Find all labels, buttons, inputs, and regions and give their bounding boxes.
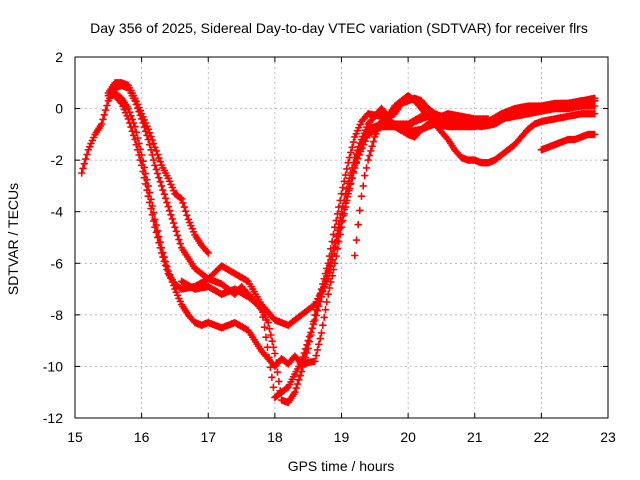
- series-track-8: [537, 130, 599, 154]
- y-axis-label: SDTVAR / TECUs: [5, 183, 21, 295]
- x-tick-label: 18: [267, 429, 283, 445]
- y-tick-label: -12: [43, 410, 63, 426]
- y-tick-label: -4: [51, 204, 64, 220]
- y-tick-label: -10: [43, 358, 63, 374]
- series-markers: [177, 102, 599, 402]
- x-tick-label: 22: [534, 429, 550, 445]
- x-tick-label: 17: [200, 429, 216, 445]
- x-tick-label: 15: [67, 429, 83, 445]
- y-tick-label: -8: [51, 307, 64, 323]
- y-tick-label: 2: [55, 49, 63, 65]
- series-markers: [351, 91, 599, 260]
- x-axis-label: GPS time / hours: [288, 458, 395, 474]
- x-tick-label: 21: [467, 429, 483, 445]
- y-tick-label: -6: [51, 255, 64, 271]
- series-track-6: [351, 91, 599, 260]
- y-tick-label: -2: [51, 152, 64, 168]
- series-track-5: [177, 102, 599, 402]
- series-track-7: [371, 94, 492, 123]
- x-tick-label: 16: [134, 429, 150, 445]
- y-tick-label: 0: [55, 101, 63, 117]
- axis-ticks: 15 16 17 18 19 20 21 22 23 -12 -10 -8 -6 -4 -2 0 2: [43, 49, 616, 445]
- chart-title: Day 356 of 2025, Sidereal Day-to-day VTE…: [90, 20, 588, 36]
- x-tick-label: 23: [600, 429, 616, 445]
- x-tick-label: 20: [400, 429, 416, 445]
- x-tick-label: 19: [334, 429, 350, 445]
- series-markers: [371, 94, 492, 123]
- series-markers: [537, 130, 599, 154]
- series-layer: [77, 79, 599, 407]
